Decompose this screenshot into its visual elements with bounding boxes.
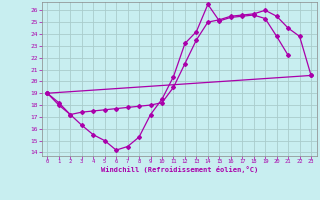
X-axis label: Windchill (Refroidissement éolien,°C): Windchill (Refroidissement éolien,°C) (100, 166, 258, 173)
